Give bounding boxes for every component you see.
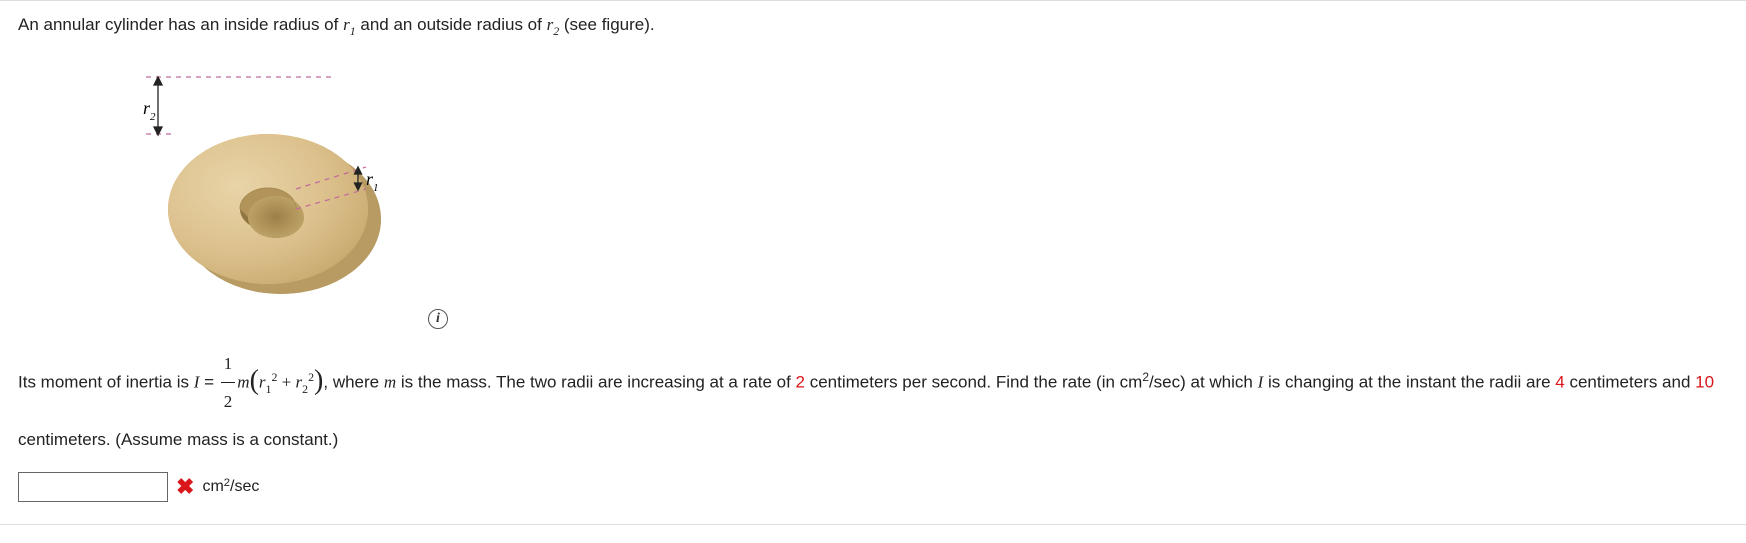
- rate-value: 2: [796, 372, 805, 391]
- after5: is changing at the instant the radii are: [1263, 372, 1555, 391]
- formula-paragraph: Its moment of inertia is I = 12m(r12 + r…: [18, 345, 1728, 458]
- info-icon[interactable]: i: [428, 309, 448, 329]
- unit-cm: cm: [202, 478, 223, 495]
- after6: centimeters and: [1565, 372, 1695, 391]
- equals: =: [199, 372, 218, 391]
- radius1-value: 4: [1555, 372, 1564, 391]
- answer-row: ✖ cm2/sec: [18, 472, 1728, 502]
- r1-subscript: 1: [350, 24, 356, 38]
- r2-subscript: 2: [553, 24, 559, 38]
- unit-sup: 2: [224, 477, 230, 489]
- after7: centimeters. (Assume mass is a constant.…: [18, 430, 338, 449]
- after4: /sec) at which: [1149, 372, 1258, 391]
- radius2-value: 10: [1695, 372, 1714, 391]
- formula-r1-sq: 2: [271, 370, 277, 384]
- one-half-fraction: 12: [221, 345, 236, 421]
- after2: is the mass. The two radii are increasin…: [396, 372, 795, 391]
- frac-den: 2: [221, 383, 236, 420]
- lparen: (: [250, 365, 259, 396]
- annulus-figure: r2: [118, 59, 438, 329]
- cm2-sup-a: 2: [1142, 370, 1149, 384]
- unit-sec: /sec: [230, 478, 259, 495]
- r2-figure-label: r2: [143, 98, 156, 123]
- intro-text-3: (see figure).: [559, 15, 654, 34]
- rparen: ): [314, 365, 323, 396]
- wrong-icon: ✖: [176, 476, 194, 498]
- formula-prefix: Its moment of inertia is: [18, 372, 194, 391]
- annulus-svg: r2: [118, 59, 438, 329]
- after1: , where: [323, 372, 383, 391]
- m2-symbol: m: [384, 372, 396, 391]
- unit-label: cm2/sec: [202, 478, 259, 496]
- m-symbol: m: [237, 372, 249, 391]
- intro-text-1: An annular cylinder has an inside radius…: [18, 15, 343, 34]
- answer-input[interactable]: [18, 472, 168, 502]
- r1-symbol: r: [343, 15, 350, 34]
- intro-text-2: and an outside radius of: [356, 15, 547, 34]
- after3: centimeters per second. Find the rate (i…: [805, 372, 1142, 391]
- plus: +: [277, 372, 295, 391]
- frac-num: 1: [221, 345, 236, 383]
- problem-intro: An annular cylinder has an inside radius…: [18, 15, 1728, 35]
- formula-r1: r: [259, 372, 266, 391]
